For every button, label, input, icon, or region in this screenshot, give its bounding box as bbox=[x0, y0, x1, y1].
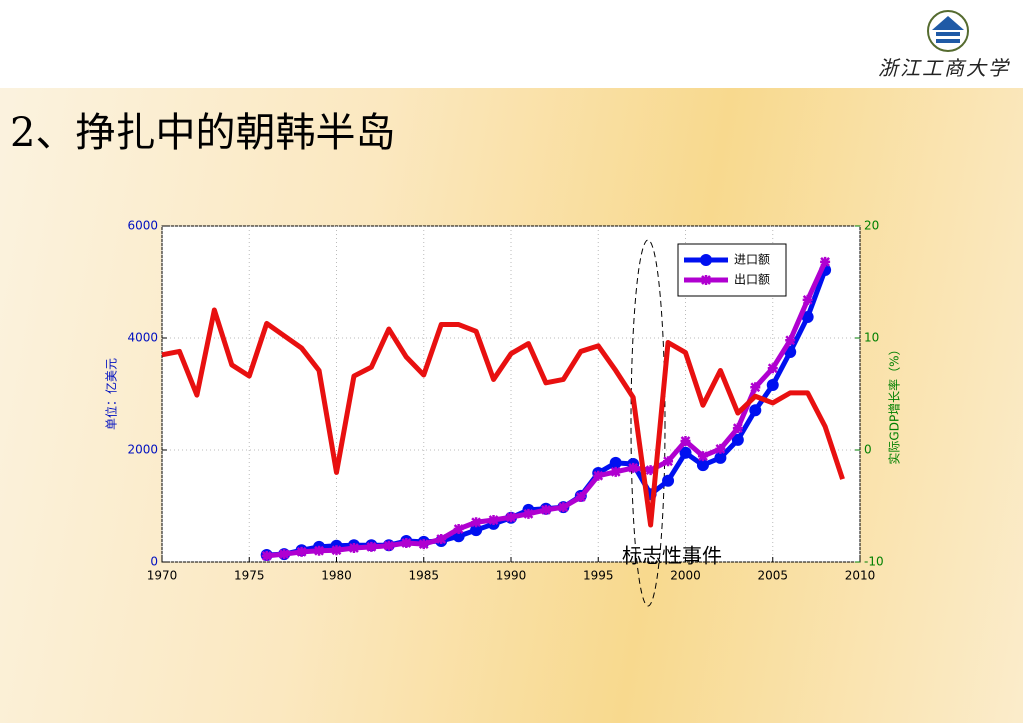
point bbox=[314, 545, 325, 556]
highlight-ellipse bbox=[630, 239, 666, 607]
point bbox=[471, 517, 482, 528]
point bbox=[558, 502, 569, 513]
point bbox=[766, 379, 779, 392]
point bbox=[506, 512, 516, 523]
y-axis-label: 单位：亿美元 bbox=[104, 358, 119, 430]
y2-tick-label: 20 bbox=[864, 219, 879, 233]
point bbox=[697, 451, 708, 462]
point bbox=[679, 446, 692, 459]
point bbox=[714, 451, 727, 464]
point bbox=[540, 504, 551, 515]
slide-title: 2、挣扎中的朝韩半岛 bbox=[10, 110, 396, 156]
x-tick-label: 1980 bbox=[321, 569, 352, 583]
point bbox=[593, 470, 604, 481]
annotation: 标志性事件 bbox=[622, 544, 722, 568]
point bbox=[331, 545, 342, 556]
point bbox=[523, 508, 534, 519]
y2-axis-label: 实际GDP增长率（%） bbox=[887, 343, 902, 464]
y-tick-label: 0 bbox=[150, 555, 158, 569]
point bbox=[820, 256, 831, 267]
y-tick-label: 2000 bbox=[127, 443, 158, 457]
point bbox=[366, 541, 377, 552]
point bbox=[261, 550, 272, 561]
x-tick-label: 2010 bbox=[845, 569, 876, 583]
point bbox=[436, 534, 447, 545]
point bbox=[609, 456, 622, 469]
point bbox=[296, 546, 307, 557]
x-tick-label: 2005 bbox=[757, 569, 788, 583]
point bbox=[785, 335, 796, 346]
legend-box bbox=[677, 243, 787, 297]
x-tick-label: 2000 bbox=[670, 569, 701, 583]
point bbox=[610, 466, 621, 477]
logo-icon bbox=[927, 10, 969, 52]
logo-text: 浙江工商大学 bbox=[878, 56, 1010, 80]
x-tick-label: 1990 bbox=[496, 569, 527, 583]
header: 浙江工商大学 bbox=[0, 0, 1023, 88]
point bbox=[348, 543, 359, 553]
y2-tick-label: -10 bbox=[864, 555, 884, 569]
x-tick-label: 1970 bbox=[147, 569, 178, 583]
point bbox=[401, 537, 412, 548]
point bbox=[749, 404, 762, 417]
x-tick-label: 1995 bbox=[583, 569, 614, 583]
point bbox=[750, 382, 761, 393]
y-tick-label: 4000 bbox=[127, 331, 158, 345]
point bbox=[383, 540, 394, 551]
point bbox=[488, 515, 499, 525]
point bbox=[662, 474, 675, 487]
point bbox=[767, 363, 778, 374]
point bbox=[731, 433, 744, 446]
legend-label: 出口额 bbox=[734, 273, 770, 287]
legend-marker bbox=[701, 275, 711, 285]
point bbox=[680, 436, 691, 447]
point bbox=[732, 423, 743, 434]
y2-tick-label: 10 bbox=[864, 331, 879, 345]
legend-marker bbox=[700, 254, 712, 266]
point bbox=[279, 549, 290, 560]
point bbox=[715, 443, 726, 454]
x-tick-label: 1985 bbox=[408, 569, 439, 583]
point bbox=[663, 456, 674, 467]
point bbox=[645, 465, 656, 476]
series-line bbox=[161, 307, 845, 528]
y-tick-label: 6000 bbox=[127, 219, 158, 233]
point bbox=[802, 294, 813, 305]
point bbox=[470, 524, 483, 537]
point bbox=[453, 523, 464, 534]
point bbox=[628, 462, 639, 473]
point bbox=[801, 311, 814, 323]
legend-label: 进口额 bbox=[734, 253, 770, 267]
x-tick-label: 1975 bbox=[234, 569, 265, 583]
point bbox=[696, 459, 709, 472]
point bbox=[575, 492, 586, 503]
point bbox=[418, 539, 429, 550]
y2-tick-label: 0 bbox=[864, 443, 872, 457]
